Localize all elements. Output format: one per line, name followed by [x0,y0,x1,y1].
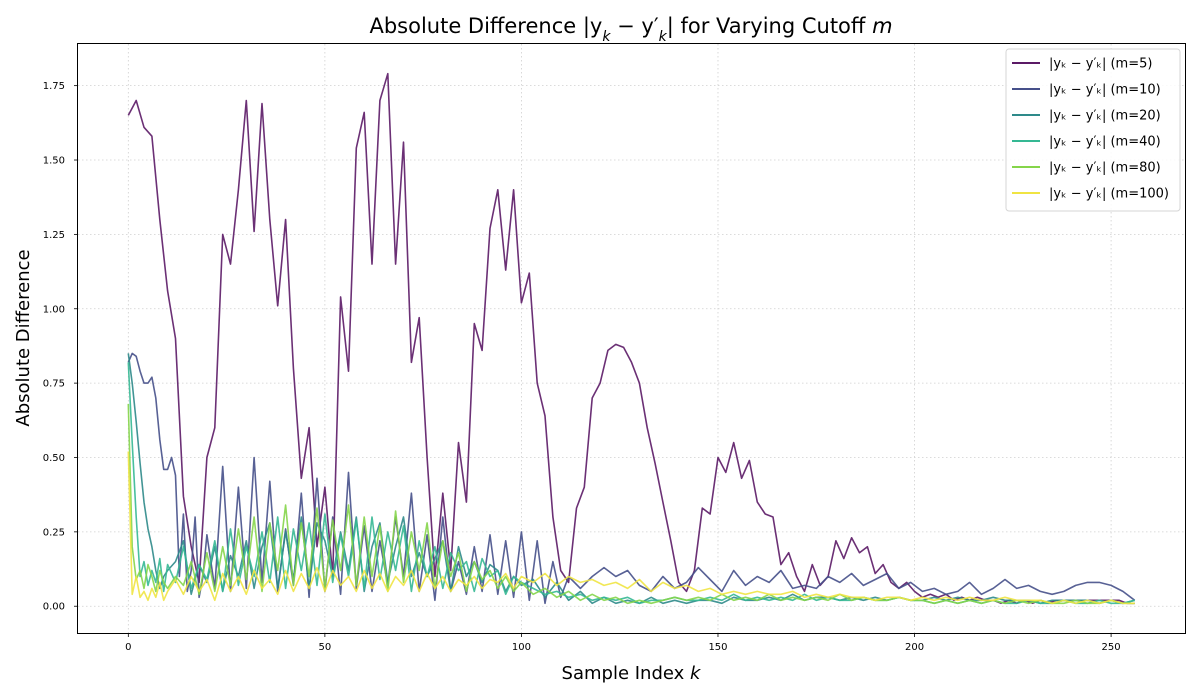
y-tick-label: 1.25 [43,230,65,241]
series-line-5 [127,403,1135,605]
plot-area [77,43,1186,634]
y-tick-label: 0.00 [43,602,65,613]
axis-ticks: 0 50 100 150 200 250 0.00 0.25 0.50 0.75 1.00 1.25 1… [43,81,1121,653]
y-tick-label: 1.00 [43,304,65,315]
x-tick-label: 0 [125,642,131,653]
series-line-6 [127,451,1135,605]
grid [78,44,1185,633]
legend-label-5: |yₖ − y′ₖ| (m=80) [1049,161,1161,176]
y-axis-title: Absolute Difference [13,249,34,426]
series-group [127,72,1136,605]
x-axis-title: Sample Index k [562,663,703,684]
legend-label-4: |yₖ − y′ₖ| (m=40) [1049,135,1161,150]
x-tick-label: 200 [905,642,924,653]
legend-box [1005,48,1181,212]
y-tick-label: 1.50 [43,156,65,167]
y-tick-label: 1.75 [43,81,65,92]
legend-label-6: |yₖ − y′ₖ| (m=100) [1049,187,1169,202]
legend: |yₖ − y′ₖ| (m=5) |yₖ − y′ₖ| (m=10) |yₖ − y… [1005,48,1181,212]
x-tick-label: 50 [319,642,332,653]
y-tick-label: 0.75 [43,379,65,390]
y-tick-label: 0.50 [43,453,65,464]
x-tick-label: 250 [1102,642,1121,653]
legend-label-2: |yₖ − y′ₖ| (m=10) [1049,83,1161,98]
x-tick-label: 100 [512,642,531,653]
legend-label-3: |yₖ − y′ₖ| (m=20) [1049,109,1161,124]
x-tick-label: 150 [708,642,727,653]
legend-label-1: |yₖ − y′ₖ| (m=5) [1049,57,1152,72]
y-tick-label: 0.25 [43,527,65,538]
